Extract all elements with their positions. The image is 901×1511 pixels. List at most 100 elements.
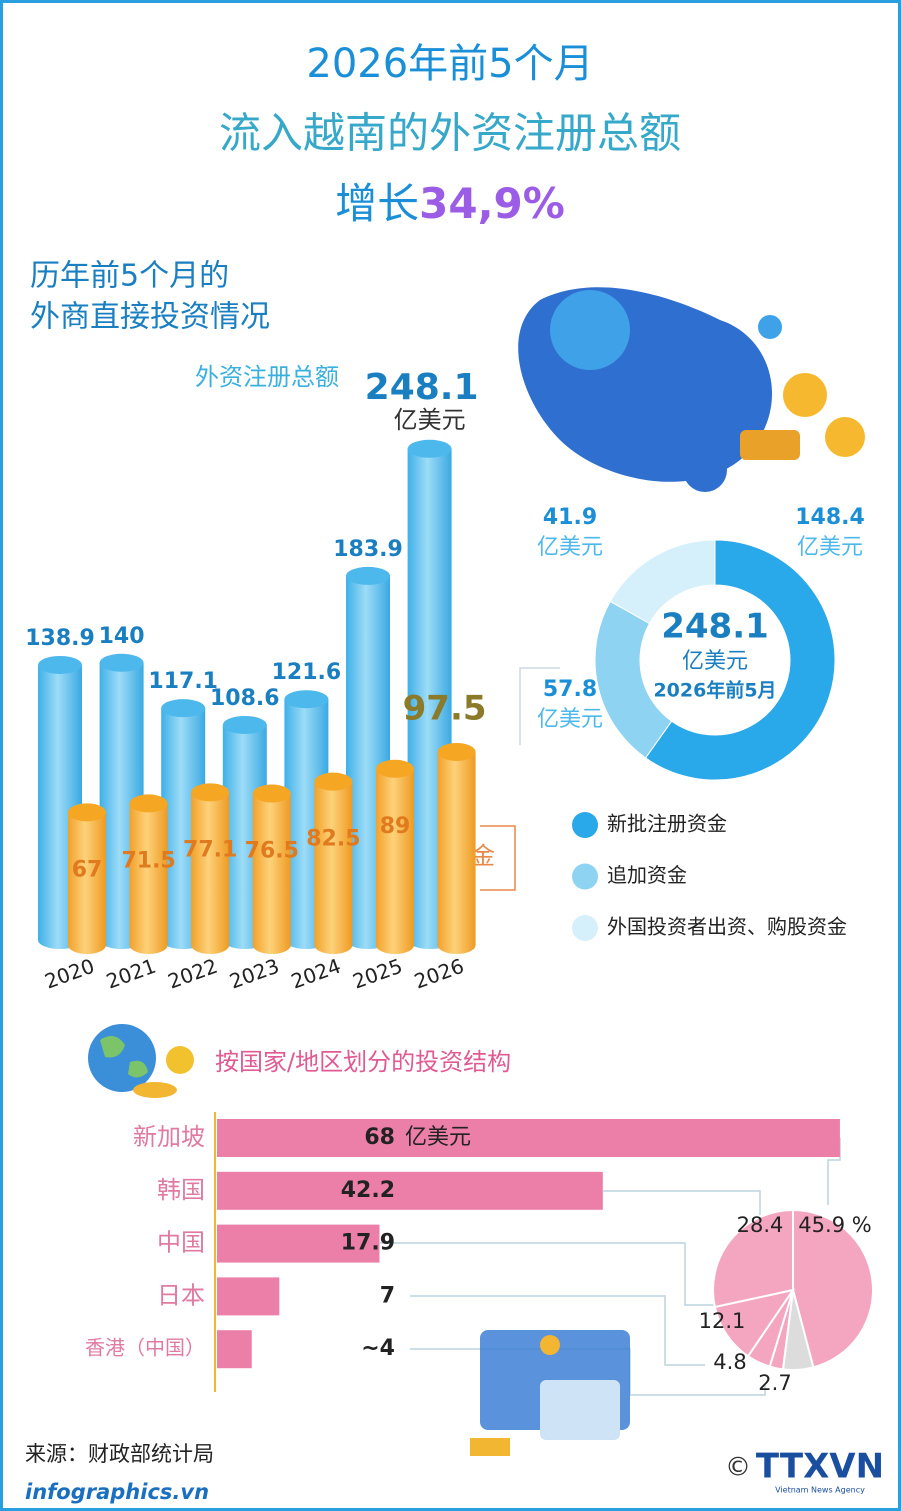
x-tick-label: 2023 <box>226 954 282 994</box>
value-label: 7 <box>380 1283 395 1308</box>
pie-slice <box>792 1208 874 1369</box>
section-title: 外商直接投资情况 <box>30 300 270 335</box>
value-label: 28.4 <box>737 1213 784 1237</box>
bar <box>217 1119 840 1157</box>
title-prefix: 增长 <box>335 179 419 228</box>
category-label: 中国 <box>157 1229 205 1257</box>
unit-label: 亿美元 <box>537 707 603 732</box>
bar <box>217 1330 252 1369</box>
title-highlight: 34,9% <box>419 179 565 228</box>
legend-swatch <box>572 812 598 838</box>
x-tick-label: 2022 <box>165 954 221 994</box>
value-label: 71.5 <box>121 848 175 873</box>
value-label: 12.1 <box>699 1309 746 1333</box>
x-tick-label: 2026 <box>411 954 467 994</box>
value-label: 148.4 <box>795 505 865 530</box>
label-bracket <box>480 825 516 891</box>
value-label: ~4 <box>361 1336 395 1361</box>
legend-swatch <box>572 915 598 941</box>
value-label: 42.2 <box>341 1178 395 1203</box>
value-label: 77.1 <box>183 837 237 862</box>
series-label: 外资注册总额 <box>195 363 339 391</box>
value-label: 97.5 <box>403 688 487 728</box>
legend-label: 新批注册资金 <box>607 812 727 836</box>
bar-cap <box>437 742 476 761</box>
footer-site: infographics.vn <box>25 1480 209 1504</box>
category-label: 日本 <box>157 1281 205 1309</box>
value-label: 2.7 <box>758 1371 791 1395</box>
x-tick-label: 2024 <box>288 954 344 994</box>
illustration <box>470 1330 630 1456</box>
agency-subtitle: Vietnam News Agency <box>775 1486 865 1495</box>
globe-icon <box>88 1024 194 1098</box>
title-line: 增长34,9% <box>335 179 565 228</box>
title-line: 流入越南的外资注册总额 <box>219 109 681 158</box>
bar-cap <box>222 715 267 734</box>
unit-label: 亿美元 <box>405 1125 471 1150</box>
legend-swatch <box>572 863 598 890</box>
agency-logo: TTXVN <box>756 1447 884 1487</box>
value-label: 140 <box>99 624 145 649</box>
illustration <box>518 287 865 492</box>
bar-cap <box>376 759 414 778</box>
value-label: 17.9 <box>341 1231 395 1256</box>
donut-slice <box>609 539 716 625</box>
unit-label: 亿美元 <box>394 406 466 434</box>
bar-cap <box>38 655 82 674</box>
value-label: 183.9 <box>333 537 403 562</box>
bar <box>252 793 291 945</box>
value-label: 138.9 <box>25 626 95 651</box>
value-label: 121.6 <box>272 660 342 685</box>
bar-cap <box>252 784 291 803</box>
value-label: 117.1 <box>148 669 218 694</box>
bar <box>376 768 414 945</box>
bar-cap <box>99 653 144 672</box>
value-label: 82.5 <box>306 827 360 852</box>
x-tick-label: 2020 <box>41 954 97 994</box>
bar <box>437 751 476 945</box>
donut-unit: 亿美元 <box>682 649 748 674</box>
value-label: 41.9 <box>543 505 597 530</box>
x-tick-label: 2021 <box>103 954 159 994</box>
section-title: 历年前5个月的 <box>30 259 229 294</box>
copyright: © <box>725 1453 751 1483</box>
category-label: 新加坡 <box>133 1123 205 1151</box>
legend-label: 外国投资者出资、购股资金 <box>607 915 847 939</box>
value-label: 89 <box>380 814 411 839</box>
bar-cap <box>129 794 168 813</box>
donut-center-label: 2026年前5月 <box>653 679 776 702</box>
section-title: 按国家/地区划分的投资结构 <box>215 1048 511 1076</box>
value-label: 45.9 % <box>798 1213 871 1237</box>
value-label: 76.5 <box>245 839 299 864</box>
bar-cap <box>68 803 106 822</box>
unit-label: 亿美元 <box>797 535 863 560</box>
x-tick-label: 2025 <box>349 954 405 994</box>
value-label: 108.6 <box>210 686 280 711</box>
source: 来源：财政部统计局 <box>25 1442 214 1466</box>
bar <box>217 1224 380 1263</box>
donut-slice <box>644 539 836 781</box>
pie-slice <box>712 1208 794 1309</box>
value-label: 68 <box>364 1125 395 1150</box>
bar-cap <box>314 772 353 791</box>
bar-cap <box>346 566 390 585</box>
bar-cap <box>191 783 230 802</box>
label-bracket <box>519 667 560 745</box>
value-label: 67 <box>72 857 103 882</box>
bar <box>191 792 230 945</box>
unit-label: 亿美元 <box>537 535 603 560</box>
title-line: 2026年前5个月 <box>306 41 593 87</box>
legend-label: 追加资金 <box>607 863 687 887</box>
value-label: 4.8 <box>713 1350 746 1374</box>
category-label: 韩国 <box>157 1176 205 1204</box>
donut-total: 248.1 <box>661 607 769 647</box>
bar-cap <box>407 439 452 458</box>
bar <box>314 781 353 945</box>
value-label: 248.1 <box>365 367 479 408</box>
bar <box>129 803 168 945</box>
bar <box>217 1277 280 1316</box>
bar-cap <box>161 699 206 718</box>
bar <box>68 812 106 945</box>
